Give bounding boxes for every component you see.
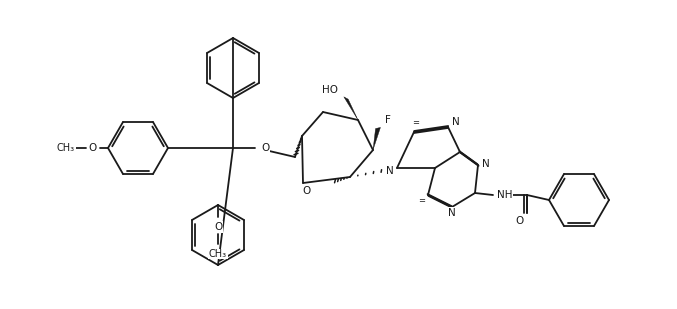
- Text: =: =: [418, 197, 426, 205]
- Text: N: N: [448, 208, 456, 218]
- Text: CH₃: CH₃: [209, 249, 227, 259]
- Text: CH₃: CH₃: [57, 143, 75, 153]
- Text: O: O: [515, 216, 523, 226]
- Text: N: N: [387, 166, 394, 176]
- Text: N: N: [482, 159, 489, 169]
- Text: O: O: [88, 143, 96, 153]
- Text: O: O: [261, 143, 269, 153]
- Polygon shape: [373, 127, 380, 150]
- Text: N: N: [452, 117, 460, 127]
- Text: NH: NH: [497, 190, 512, 200]
- Text: O: O: [302, 186, 310, 196]
- Text: F: F: [385, 115, 391, 125]
- Text: O: O: [214, 222, 222, 232]
- Text: HO: HO: [322, 85, 338, 95]
- Text: =: =: [412, 118, 420, 128]
- Polygon shape: [344, 97, 358, 120]
